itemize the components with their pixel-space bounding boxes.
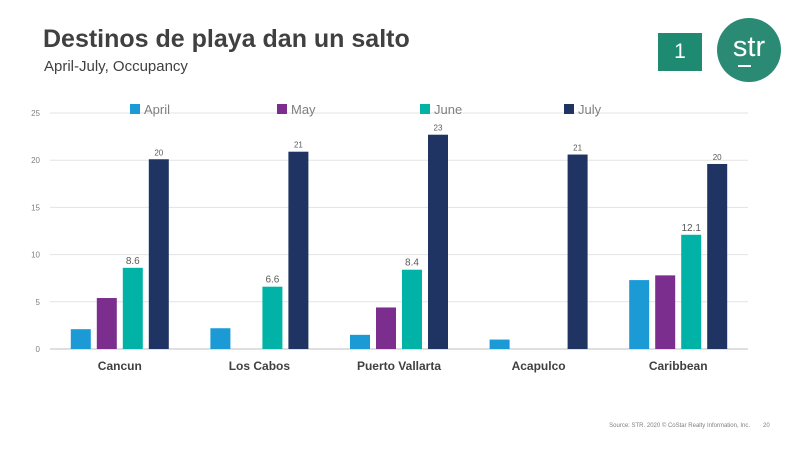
data-label: 20: [154, 148, 163, 157]
bar: [655, 275, 676, 349]
data-label: 21: [573, 144, 582, 153]
bar: [681, 234, 702, 349]
bar: [489, 339, 510, 349]
bar: [629, 280, 650, 349]
bar: [262, 286, 283, 349]
y-tick-label: 20: [31, 156, 40, 165]
bar: [350, 334, 370, 349]
str-logo: str: [717, 18, 781, 82]
legend-label: May: [291, 102, 316, 117]
y-tick-label: 10: [31, 251, 40, 260]
x-category-label: Los Cabos: [229, 359, 291, 373]
data-label: 8.6: [126, 256, 140, 267]
bar: [567, 154, 588, 349]
bar: [148, 159, 169, 349]
bar: [402, 269, 422, 349]
data-label: 23: [434, 124, 443, 133]
bar: [96, 298, 117, 349]
legend-label: July: [578, 102, 602, 117]
data-label: 20: [713, 153, 722, 162]
y-tick-label: 15: [31, 203, 40, 212]
bar: [707, 163, 728, 349]
x-category-label: Cancun: [98, 359, 142, 373]
y-tick-label: 0: [36, 345, 41, 354]
legend-swatch: [564, 104, 574, 114]
legend-swatch: [130, 104, 140, 114]
slide-title: Destinos de playa dan un salto: [43, 25, 410, 53]
bar: [210, 328, 231, 349]
x-category-label: Acapulco: [512, 359, 566, 373]
data-label: 6.6: [265, 275, 279, 286]
logo-underline: [738, 65, 751, 67]
y-tick-label: 25: [31, 109, 40, 118]
data-label: 12.1: [681, 223, 701, 234]
legend-label: April: [144, 102, 170, 117]
legend-swatch: [277, 104, 287, 114]
logo-text: str: [732, 31, 766, 63]
section-number-badge: 1: [658, 33, 702, 71]
bar: [288, 151, 309, 349]
bar: [428, 134, 448, 349]
x-category-label: Caribbean: [649, 359, 708, 373]
y-tick-label: 5: [36, 298, 41, 307]
data-label: 8.4: [405, 258, 419, 269]
bar: [70, 329, 91, 349]
data-label: 21: [294, 141, 303, 150]
slide-subtitle: April-July, Occupancy: [44, 58, 188, 75]
legend-swatch: [420, 104, 430, 114]
legend-label: June: [434, 102, 462, 117]
slide-number: 20: [763, 423, 770, 429]
x-category-label: Puerto Vallarta: [357, 359, 441, 373]
source-note: Source: STR. 2020 © CoStar Realty Inform…: [609, 423, 750, 429]
bar: [122, 267, 143, 349]
bar: [376, 307, 396, 349]
